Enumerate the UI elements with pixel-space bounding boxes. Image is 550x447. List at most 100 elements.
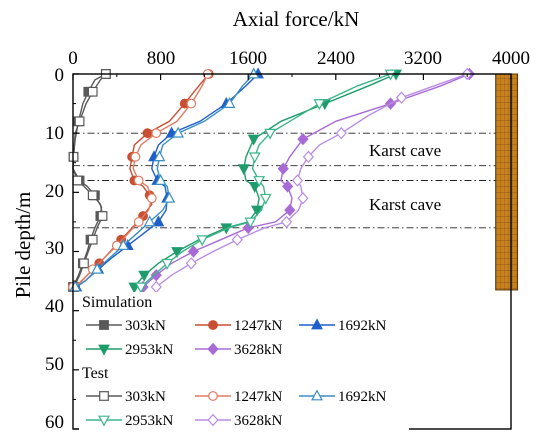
data-point (187, 245, 200, 258)
data-point (72, 175, 83, 186)
legend-sample-marker (99, 391, 109, 401)
y-tick-label: 60 (45, 412, 64, 433)
x-tick-labels: 0 800 1600 2400 3200 4000 (68, 48, 530, 69)
legend-label-sim-303: 303kN (125, 318, 166, 334)
legend-label-sim-1247: 1247kN (234, 318, 283, 334)
legend-sample-marker (99, 320, 109, 330)
data-point (130, 151, 141, 162)
karst-cave-label-upper: Karst cave (369, 141, 441, 160)
series-line (74, 73, 255, 288)
data-point (143, 215, 156, 227)
data-point (133, 217, 144, 227)
legend-sample-marker (207, 413, 219, 427)
data-point (134, 282, 147, 294)
data-point (142, 128, 153, 139)
series-line (140, 73, 391, 288)
legend-sample-marker (311, 318, 323, 330)
karst-cave-label-lower: Karst cave (369, 195, 441, 214)
y-tick-label: 30 (45, 238, 64, 259)
legend-label-sim-2953: 2953kN (125, 342, 174, 358)
data-point (87, 190, 98, 201)
data-point (313, 99, 326, 111)
legend-label-sim-1692: 1692kN (338, 318, 387, 334)
data-point (284, 203, 296, 217)
data-point (153, 150, 166, 162)
x-tick-label: 0 (68, 48, 78, 69)
data-point (248, 182, 261, 193)
data-point (259, 193, 272, 205)
legend-sample (86, 320, 122, 330)
y-tick-label: 10 (45, 123, 64, 144)
data-point (247, 67, 260, 79)
legend-label-test-1692: 1692kN (338, 389, 387, 405)
data-point (302, 150, 315, 164)
legend-label-test-2953: 2953kN (125, 413, 174, 429)
data-point (223, 97, 236, 108)
legend-sample (195, 342, 231, 356)
legend-sample (299, 389, 335, 401)
data-point (171, 247, 183, 259)
x-tick-label: 2400 (317, 48, 355, 69)
legend-group-test: Test (82, 365, 109, 382)
legend-sample (195, 413, 231, 427)
data-point (231, 233, 243, 246)
pile-column (495, 73, 519, 291)
data-point (297, 192, 309, 205)
x-tick-label: 1600 (229, 48, 267, 69)
data-point (87, 234, 98, 245)
data-point (335, 126, 347, 140)
data-point (291, 174, 304, 187)
data-point (244, 217, 257, 229)
data-point (251, 205, 263, 217)
legend: Simulation Test 303kN 1247kN 1692kN 2953… (79, 292, 409, 432)
y-tick-label: 0 (55, 65, 65, 86)
legend-sample-marker (208, 320, 218, 330)
legend-label-sim-3628: 3628kN (234, 342, 283, 358)
x-tick-label: 800 (147, 48, 176, 69)
data-point (97, 211, 108, 221)
series-line (155, 73, 468, 288)
axis-ticks (72, 73, 512, 430)
data-point (138, 270, 151, 282)
series-line (75, 73, 259, 288)
legend-background (79, 292, 409, 432)
legend-group-simulation: Simulation (82, 294, 152, 311)
y-tick-labels: 0 10 20 30 40 50 60 (45, 65, 64, 433)
legend-sample (86, 344, 122, 356)
legend-label-test-303: 303kN (125, 389, 166, 405)
data-point (384, 69, 397, 81)
x-axis-title: Axial force/kN (233, 7, 360, 31)
data-point (248, 152, 261, 164)
data-point (150, 280, 162, 294)
y-tick-label: 50 (45, 354, 64, 375)
x-tick-label: 3200 (404, 48, 442, 69)
data-point (161, 258, 174, 270)
legend-label-test-3628: 3628kN (234, 413, 283, 429)
legend-sample (299, 318, 335, 330)
data-point (297, 132, 309, 146)
data-point (247, 134, 260, 146)
data-point (87, 86, 98, 97)
data-point (154, 173, 167, 185)
data-point (79, 258, 89, 269)
legend-sample-marker (98, 415, 110, 427)
data-point (280, 215, 293, 229)
data-point (237, 164, 250, 176)
legend-sample-marker (207, 342, 219, 356)
data-point (133, 175, 144, 186)
data-point (172, 126, 185, 138)
data-point (152, 215, 165, 227)
series-test-2953kN (134, 69, 397, 294)
data-point (117, 239, 130, 250)
data-point (282, 180, 294, 193)
series-line (72, 73, 209, 288)
data-point (146, 193, 157, 204)
data-point (196, 235, 209, 247)
data-point (91, 262, 103, 274)
legend-sample (86, 415, 122, 427)
data-point (395, 91, 408, 104)
y-tick-label: 20 (45, 181, 64, 202)
x-tick-label: 4000 (492, 48, 530, 69)
data-point (185, 257, 197, 270)
